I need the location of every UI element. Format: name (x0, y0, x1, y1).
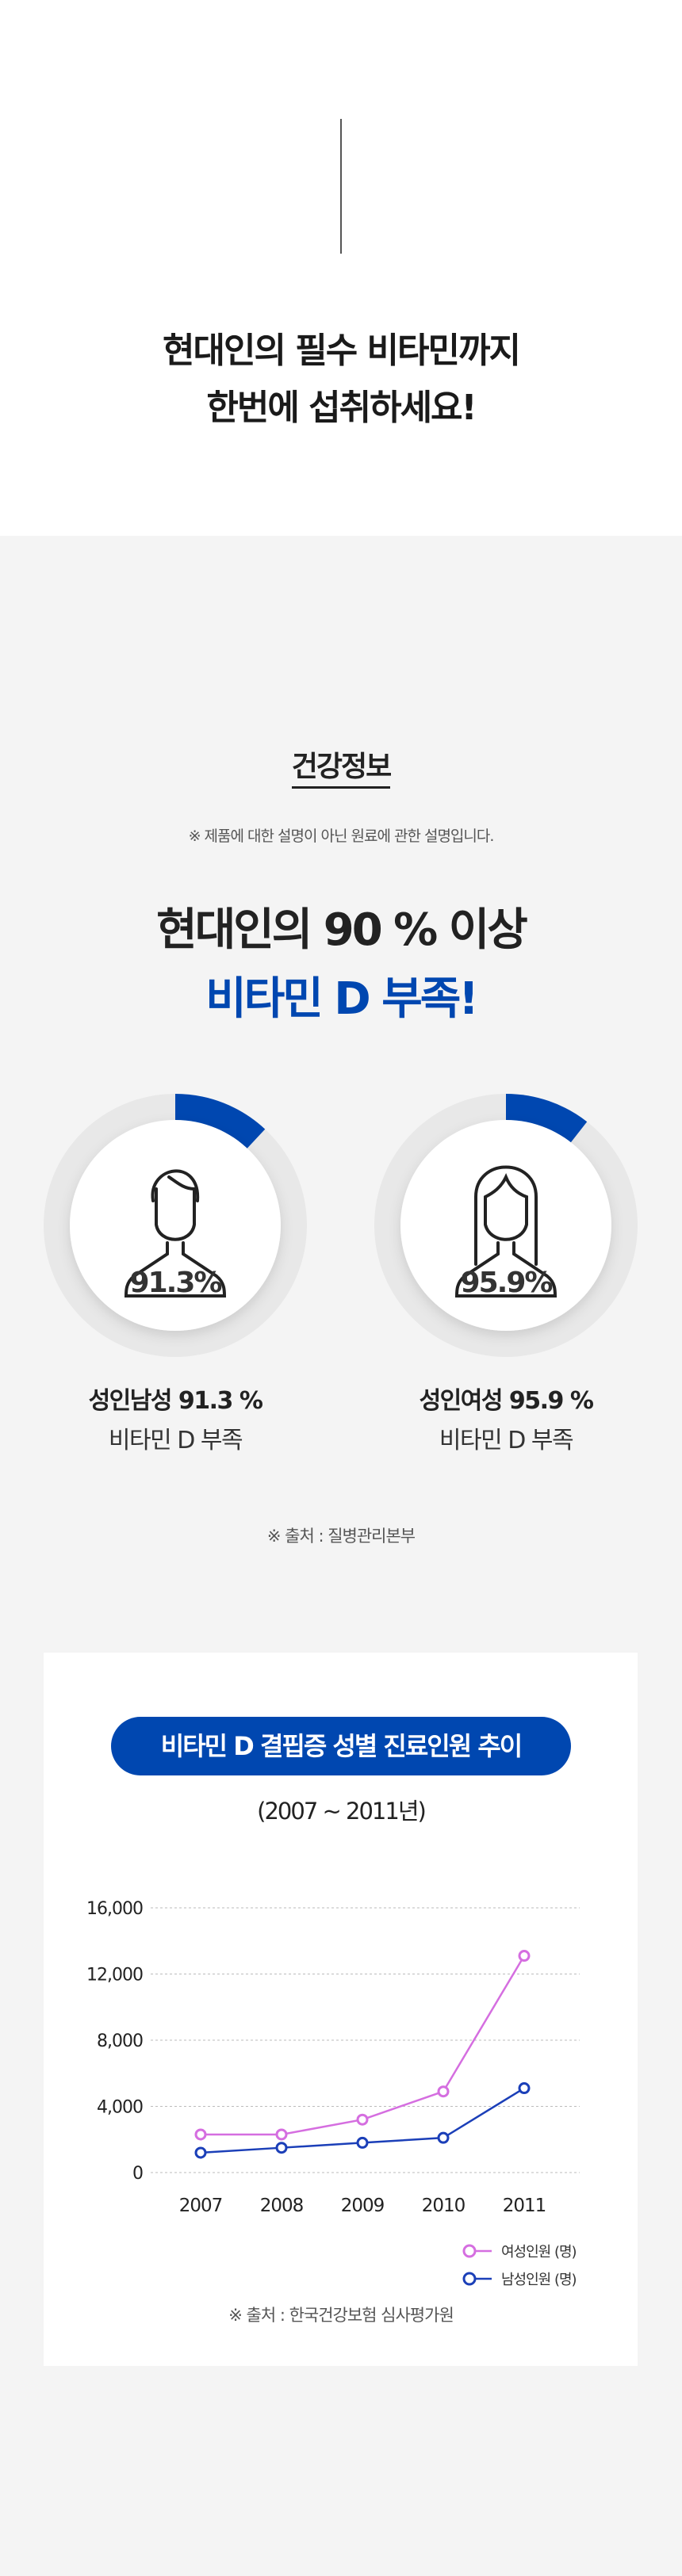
data-point (194, 2146, 207, 2159)
x-tick-label: 2011 (503, 2196, 546, 2216)
y-tick-label: 8,000 (97, 2031, 143, 2051)
female-sub: 비타민 D 부족 (439, 1427, 574, 1454)
source-note: ※ 출처 : 질병관리본부 (266, 1527, 416, 1546)
divider-line (340, 119, 342, 254)
ring-inner (400, 1120, 611, 1331)
male-percent: 91.3% (129, 1267, 223, 1299)
intro-section (0, 0, 682, 536)
x-tick-label: 2007 (179, 2196, 223, 2216)
chart-title: 비타민 D 결핍증 성별 진료인원 추이 (111, 1717, 571, 1775)
chart-source: ※ 출처 : 한국건강보험 심사평가원 (228, 2306, 454, 2325)
data-point (518, 1950, 531, 1963)
female-label: 성인여성 95.9 % (419, 1387, 594, 1415)
x-tick-label: 2008 (260, 2196, 304, 2216)
deficiency-rings (44, 1094, 638, 1357)
legend-marker (462, 2272, 477, 2286)
x-tick-label: 2010 (422, 2196, 466, 2216)
ring-arc (175, 1094, 266, 1148)
male-label: 성인남성 91.3 % (88, 1387, 263, 1415)
y-tick-label: 4,000 (97, 2098, 143, 2118)
series-line (201, 1955, 526, 2136)
ring-arc (506, 1094, 588, 1143)
male-sub: 비타민 D 부족 (108, 1427, 243, 1454)
legend-label: 남성인원 (명) (501, 2272, 577, 2288)
disclaimer-note: ※ 제품에 대한 설명이 아닌 원료에 관한 설명입니다. (188, 827, 495, 845)
intro-title-line1: 현대인의 필수 비타민까지 (163, 331, 521, 371)
line-chart: 16,000 12,000 8,000 4,000 0 2007 2008 2009 2010 2… (86, 1899, 580, 2288)
ring-inner (70, 1120, 281, 1331)
headline-line2: 비타민 D 부족! (205, 973, 479, 1025)
section-title: 건강정보 (0, 743, 682, 789)
y-tick-label: 16,000 (86, 1899, 143, 1919)
woman-icon (454, 1165, 557, 1298)
x-tick-label: 2009 (341, 2196, 385, 2216)
legend-label: 여성인원 (명) (501, 2244, 577, 2261)
data-point (356, 2113, 369, 2126)
chart-subtitle: (2007 ~ 2011년) (257, 1798, 427, 1825)
data-point (518, 2082, 531, 2095)
data-point (275, 2142, 288, 2154)
intro-title-line2: 한번에 섭취하세요! (206, 388, 477, 428)
y-tick-label: 12,000 (86, 1966, 143, 1986)
data-point (437, 2131, 450, 2144)
data-point (356, 2136, 369, 2149)
legend-marker (462, 2244, 477, 2258)
man-icon (124, 1169, 227, 1298)
data-point (275, 2128, 288, 2141)
data-point (194, 2128, 207, 2141)
headline-line1: 현대인의 90 % 이상 (156, 904, 528, 956)
data-point (437, 2085, 450, 2098)
y-tick-label: 0 (132, 2164, 143, 2184)
female-percent: 95.9% (460, 1267, 554, 1299)
